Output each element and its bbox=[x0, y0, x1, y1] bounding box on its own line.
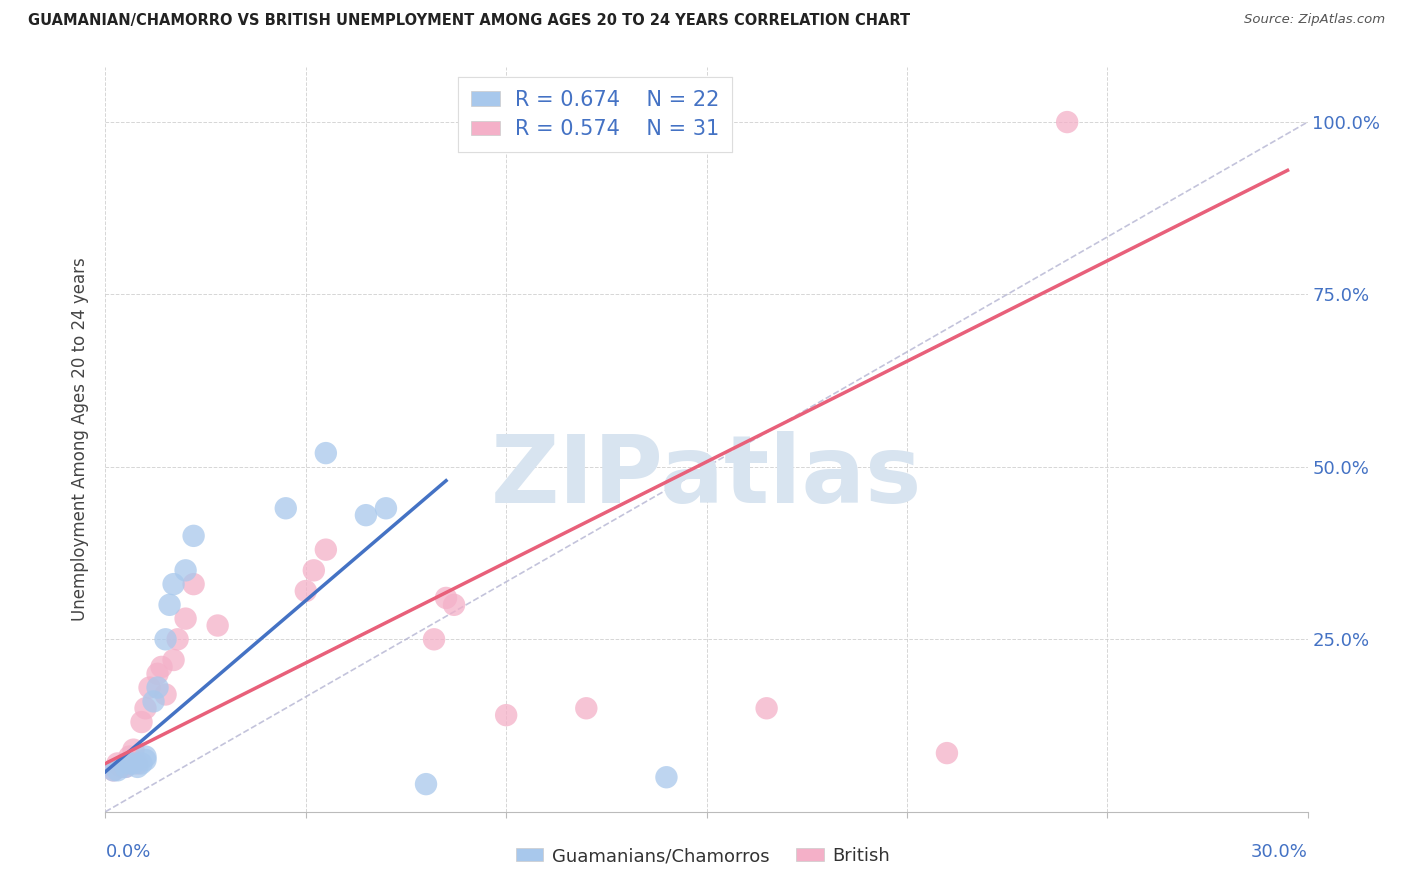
Text: 30.0%: 30.0% bbox=[1251, 843, 1308, 861]
Point bbox=[183, 529, 205, 543]
Point bbox=[122, 742, 145, 756]
Point bbox=[103, 764, 125, 778]
Point bbox=[103, 764, 125, 778]
Legend: R = 0.674    N = 22, R = 0.574    N = 31: R = 0.674 N = 22, R = 0.574 N = 31 bbox=[458, 78, 731, 152]
Point bbox=[495, 708, 517, 723]
Point bbox=[936, 746, 959, 760]
Point bbox=[110, 760, 132, 774]
Point bbox=[146, 666, 169, 681]
Point bbox=[118, 756, 141, 771]
Point bbox=[122, 756, 145, 771]
Point bbox=[302, 563, 325, 577]
Point bbox=[354, 508, 377, 523]
Point bbox=[107, 756, 129, 771]
Point bbox=[155, 688, 177, 702]
Text: ZIPatlas: ZIPatlas bbox=[491, 431, 922, 523]
Point bbox=[135, 749, 157, 764]
Point bbox=[118, 749, 141, 764]
Point bbox=[146, 681, 169, 695]
Text: Source: ZipAtlas.com: Source: ZipAtlas.com bbox=[1244, 13, 1385, 27]
Text: GUAMANIAN/CHAMORRO VS BRITISH UNEMPLOYMENT AMONG AGES 20 TO 24 YEARS CORRELATION: GUAMANIAN/CHAMORRO VS BRITISH UNEMPLOYME… bbox=[28, 13, 910, 29]
Point bbox=[207, 618, 229, 632]
Point bbox=[114, 760, 136, 774]
Point bbox=[114, 760, 136, 774]
Point bbox=[135, 753, 157, 767]
Point bbox=[174, 563, 197, 577]
Text: 0.0%: 0.0% bbox=[105, 843, 150, 861]
Point bbox=[127, 756, 149, 771]
Point bbox=[575, 701, 598, 715]
Point bbox=[162, 653, 184, 667]
Point bbox=[174, 612, 197, 626]
Point bbox=[162, 577, 184, 591]
Point bbox=[155, 632, 177, 647]
Point bbox=[415, 777, 437, 791]
Point bbox=[138, 681, 160, 695]
Point bbox=[135, 701, 157, 715]
Point bbox=[127, 760, 149, 774]
Point bbox=[166, 632, 188, 647]
Point bbox=[755, 701, 778, 715]
Point bbox=[655, 770, 678, 784]
Point bbox=[159, 598, 181, 612]
Point bbox=[315, 542, 337, 557]
Point bbox=[374, 501, 398, 516]
Point bbox=[595, 115, 617, 129]
Point bbox=[295, 584, 318, 599]
Point bbox=[443, 598, 465, 612]
Point bbox=[1056, 115, 1078, 129]
Point bbox=[131, 714, 153, 729]
Point bbox=[274, 501, 297, 516]
Point bbox=[434, 591, 457, 605]
Legend: Guamanians/Chamorros, British: Guamanians/Chamorros, British bbox=[506, 838, 900, 874]
Point bbox=[315, 446, 337, 460]
Point bbox=[423, 632, 446, 647]
Point bbox=[183, 577, 205, 591]
Point bbox=[107, 764, 129, 778]
Point bbox=[616, 115, 638, 129]
Y-axis label: Unemployment Among Ages 20 to 24 years: Unemployment Among Ages 20 to 24 years bbox=[72, 258, 90, 621]
Point bbox=[131, 756, 153, 771]
Point bbox=[142, 694, 165, 708]
Point bbox=[150, 660, 173, 674]
